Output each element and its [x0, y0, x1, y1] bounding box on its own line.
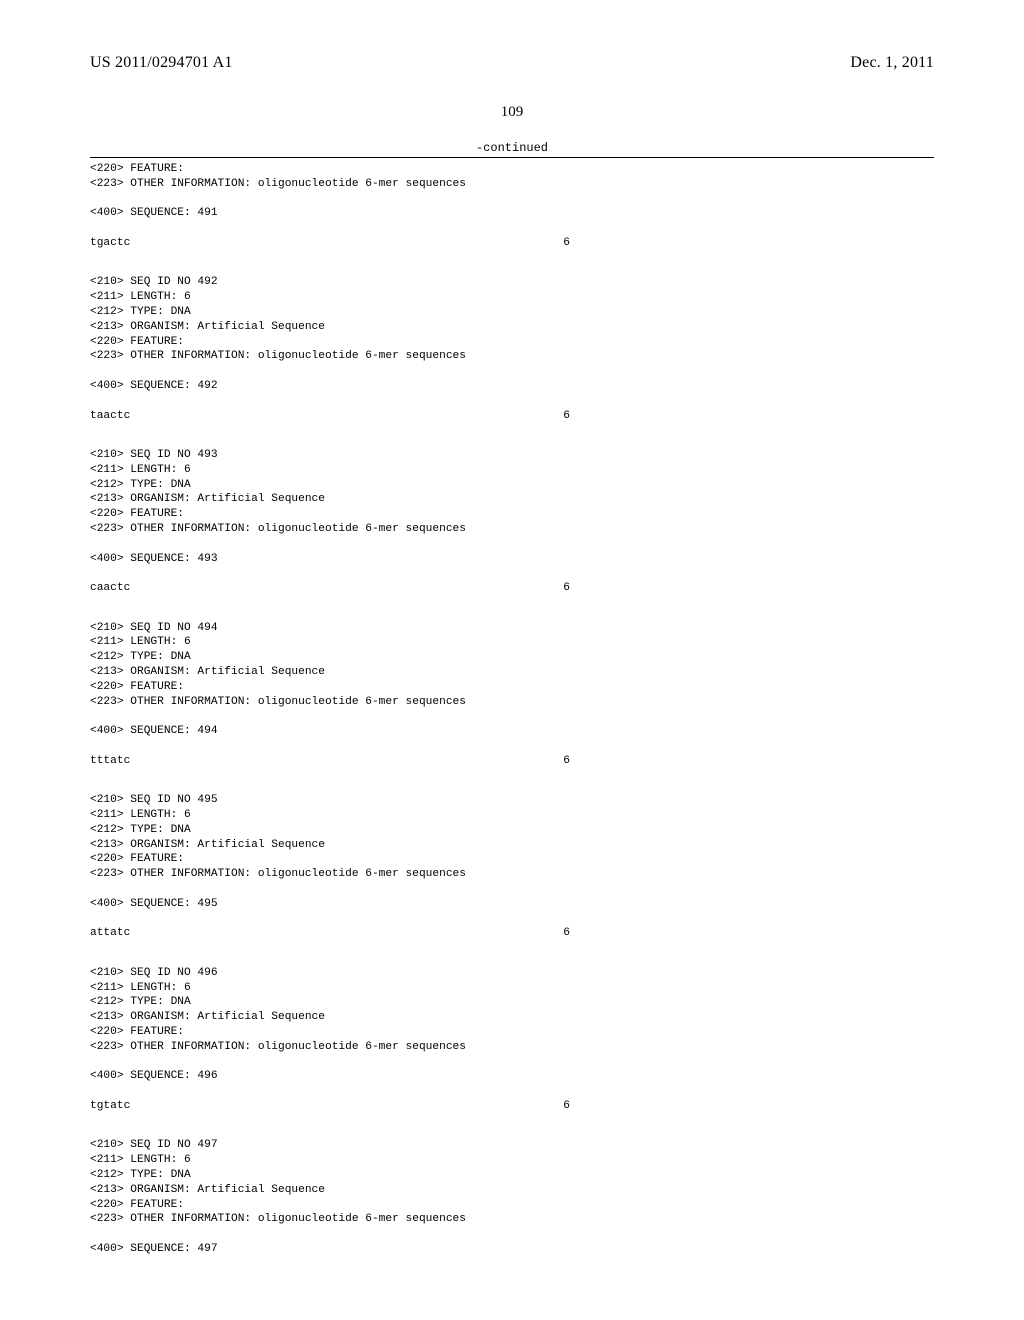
sequence-text: tttatc — [90, 754, 130, 769]
blank-line — [90, 394, 934, 409]
sequence-text: tgactc — [90, 236, 130, 251]
blank-line — [90, 261, 934, 276]
sequence-row: caactc 6 — [90, 581, 570, 596]
page-number: 109 — [90, 104, 934, 121]
blank-line — [90, 739, 934, 754]
sequence-text: caactc — [90, 581, 130, 596]
blank-line — [90, 433, 934, 448]
sequence-block: <210> SEQ ID NO 492 <211> LENGTH: 6 <212… — [90, 275, 934, 423]
listing-lines: <210> SEQ ID NO 493 <211> LENGTH: 6 <212… — [90, 448, 934, 566]
sequence-length: 6 — [563, 236, 570, 251]
listing-lines: <210> SEQ ID NO 495 <211> LENGTH: 6 <212… — [90, 793, 934, 911]
sequence-length: 6 — [563, 409, 570, 424]
listing-lines: <210> SEQ ID NO 492 <211> LENGTH: 6 <212… — [90, 275, 934, 393]
blank-line — [90, 566, 934, 581]
sequence-length: 6 — [563, 581, 570, 596]
sequence-text: tgtatc — [90, 1099, 130, 1114]
continued-label: -continued — [90, 141, 934, 155]
listing-lines: <210> SEQ ID NO 497 <211> LENGTH: 6 <212… — [90, 1138, 934, 1256]
page-header: US 2011/0294701 A1 Dec. 1, 2011 — [90, 54, 934, 72]
listing-lines: <220> FEATURE: <223> OTHER INFORMATION: … — [90, 162, 934, 221]
sequence-row: tgactc 6 — [90, 236, 570, 251]
sequence-text: attatc — [90, 926, 130, 941]
sequence-row: tttatc 6 — [90, 754, 570, 769]
sequence-block: <210> SEQ ID NO 495 <211> LENGTH: 6 <212… — [90, 793, 934, 941]
sequence-block: <210> SEQ ID NO 494 <211> LENGTH: 6 <212… — [90, 621, 934, 769]
sequence-block: <210> SEQ ID NO 496 <211> LENGTH: 6 <212… — [90, 966, 934, 1114]
sequence-length: 6 — [563, 754, 570, 769]
horizontal-rule-top — [90, 157, 934, 158]
sequence-block: <210> SEQ ID NO 493 <211> LENGTH: 6 <212… — [90, 448, 934, 596]
sequence-length: 6 — [563, 1099, 570, 1114]
sequence-block: <220> FEATURE: <223> OTHER INFORMATION: … — [90, 162, 934, 251]
blank-line — [90, 778, 934, 793]
blank-line — [90, 1084, 934, 1099]
page: US 2011/0294701 A1 Dec. 1, 2011 109 -con… — [0, 0, 1024, 1320]
sequence-row: taactc 6 — [90, 409, 570, 424]
sequence-listing: <220> FEATURE: <223> OTHER INFORMATION: … — [90, 162, 934, 1257]
listing-lines: <210> SEQ ID NO 494 <211> LENGTH: 6 <212… — [90, 621, 934, 739]
sequence-block: <210> SEQ ID NO 497 <211> LENGTH: 6 <212… — [90, 1138, 934, 1256]
blank-line — [90, 1124, 934, 1139]
listing-lines: <210> SEQ ID NO 496 <211> LENGTH: 6 <212… — [90, 966, 934, 1084]
sequence-text: taactc — [90, 409, 130, 424]
sequence-row: tgtatc 6 — [90, 1099, 570, 1114]
sequence-length: 6 — [563, 926, 570, 941]
publication-date: Dec. 1, 2011 — [850, 54, 934, 72]
publication-number: US 2011/0294701 A1 — [90, 54, 233, 72]
blank-line — [90, 221, 934, 236]
sequence-row: attatc 6 — [90, 926, 570, 941]
blank-line — [90, 951, 934, 966]
blank-line — [90, 606, 934, 621]
blank-line — [90, 912, 934, 927]
